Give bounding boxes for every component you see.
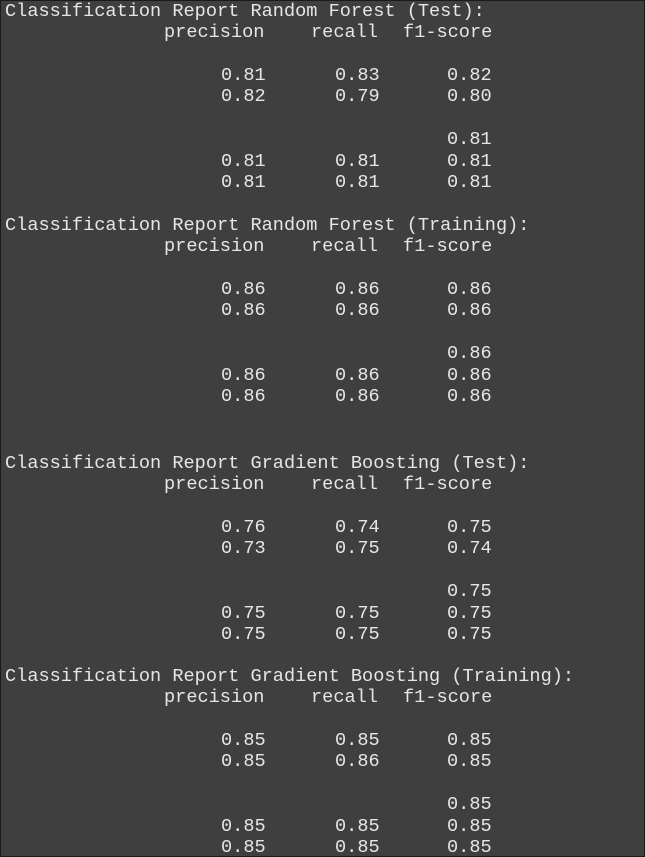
report-title: Classification Report Random Forest (Tra… xyxy=(5,215,530,236)
precision-value: 0.73 xyxy=(221,538,266,559)
header-precision: precision xyxy=(164,687,265,708)
f1-value: 0.80 xyxy=(447,86,492,107)
f1-value: 0.86 xyxy=(447,343,492,364)
f1-value: 0.85 xyxy=(447,794,492,815)
precision-value: 0.85 xyxy=(221,730,266,751)
precision-value: 0.81 xyxy=(221,172,266,193)
f1-value: 0.85 xyxy=(447,816,492,837)
precision-value: 0.86 xyxy=(221,300,266,321)
header-recall: recall xyxy=(311,236,378,257)
f1-value: 0.82 xyxy=(447,65,492,86)
f1-value: 0.86 xyxy=(447,300,492,321)
precision-value: 0.85 xyxy=(221,751,266,772)
recall-value: 0.86 xyxy=(335,279,380,300)
recall-value: 0.85 xyxy=(335,816,380,837)
f1-value: 0.85 xyxy=(447,730,492,751)
recall-value: 0.81 xyxy=(335,151,380,172)
recall-value: 0.86 xyxy=(335,386,380,407)
precision-value: 0.75 xyxy=(221,603,266,624)
report-title: Classification Report Random Forest (Tes… xyxy=(5,1,485,22)
recall-value: 0.85 xyxy=(335,730,380,751)
f1-value: 0.75 xyxy=(447,517,492,538)
header-f1-score: f1-score xyxy=(403,687,493,708)
f1-value: 0.81 xyxy=(447,151,492,172)
precision-value: 0.75 xyxy=(221,624,266,645)
header-precision: precision xyxy=(164,474,265,495)
recall-value: 0.83 xyxy=(335,65,380,86)
precision-value: 0.76 xyxy=(221,517,266,538)
precision-value: 0.82 xyxy=(221,86,266,107)
f1-value: 0.81 xyxy=(447,172,492,193)
header-f1-score: f1-score xyxy=(403,474,493,495)
precision-value: 0.81 xyxy=(221,151,266,172)
f1-value: 0.85 xyxy=(447,751,492,772)
f1-value: 0.75 xyxy=(447,581,492,602)
recall-value: 0.86 xyxy=(335,365,380,386)
header-precision: precision xyxy=(164,22,265,43)
report-title: Classification Report Gradient Boosting … xyxy=(5,666,575,687)
f1-value: 0.86 xyxy=(447,365,492,386)
precision-value: 0.85 xyxy=(221,816,266,837)
precision-value: 0.81 xyxy=(221,65,266,86)
recall-value: 0.85 xyxy=(335,837,380,857)
recall-value: 0.81 xyxy=(335,172,380,193)
f1-value: 0.81 xyxy=(447,129,492,150)
report-title: Classification Report Gradient Boosting … xyxy=(5,453,530,474)
f1-value: 0.75 xyxy=(447,603,492,624)
recall-value: 0.75 xyxy=(335,538,380,559)
precision-value: 0.86 xyxy=(221,365,266,386)
recall-value: 0.86 xyxy=(335,300,380,321)
recall-value: 0.74 xyxy=(335,517,380,538)
recall-value: 0.86 xyxy=(335,751,380,772)
f1-value: 0.75 xyxy=(447,624,492,645)
precision-value: 0.85 xyxy=(221,837,266,857)
precision-value: 0.86 xyxy=(221,386,266,407)
recall-value: 0.75 xyxy=(335,624,380,645)
f1-value: 0.85 xyxy=(447,837,492,857)
header-f1-score: f1-score xyxy=(403,236,493,257)
header-f1-score: f1-score xyxy=(403,22,493,43)
f1-value: 0.86 xyxy=(447,386,492,407)
recall-value: 0.75 xyxy=(335,603,380,624)
precision-value: 0.86 xyxy=(221,279,266,300)
f1-value: 0.74 xyxy=(447,538,492,559)
header-recall: recall xyxy=(311,474,378,495)
header-recall: recall xyxy=(311,687,378,708)
f1-value: 0.86 xyxy=(447,279,492,300)
recall-value: 0.79 xyxy=(335,86,380,107)
header-recall: recall xyxy=(311,22,378,43)
header-precision: precision xyxy=(164,236,265,257)
